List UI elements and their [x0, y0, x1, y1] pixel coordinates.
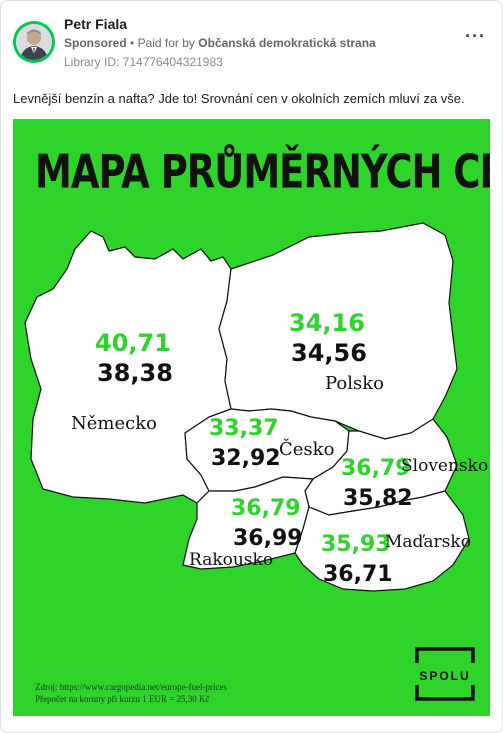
- price-map: 40,71 38,38 Německo 34,16 34,56 Polsko 3…: [24, 222, 488, 592]
- country-label-czechia: Česko: [279, 437, 334, 460]
- price-black-poland: 34,56: [291, 339, 367, 367]
- post-header: Petr Fiala Sponsored • Paid for by Občan…: [13, 13, 490, 73]
- country-label-austria: Rakousko: [189, 550, 273, 570]
- paid-for-by-link[interactable]: Občanská demokratická strana: [198, 36, 376, 50]
- avatar[interactable]: [13, 21, 55, 63]
- avatar-image: [16, 24, 52, 60]
- spolu-logo-frame: [415, 647, 475, 701]
- price-black-czechia: 32,92: [211, 446, 281, 471]
- sponsor-line: Sponsored • Paid for by Občanská demokra…: [64, 36, 376, 50]
- country-label-poland: Polsko: [325, 373, 384, 394]
- spolu-logo: SPOLU: [415, 647, 475, 701]
- author-name[interactable]: Petr Fiala: [64, 16, 128, 32]
- ad-creative-image[interactable]: MAPA PRŮMĚRNÝCH CEN PHM 40,71 38,38 Něme…: [13, 119, 490, 716]
- price-black-slovakia: 35,82: [343, 486, 413, 511]
- price-black-hungary: 36,71: [323, 562, 393, 587]
- country-label-slovakia: Slovensko: [401, 456, 488, 476]
- country-label-germany: Německo: [71, 413, 157, 434]
- creative-title: MAPA PRŮMĚRNÝCH CEN PHM: [35, 145, 490, 199]
- price-black-germany: 38,38: [97, 359, 173, 387]
- paid-for-prefix: Paid for by: [137, 36, 195, 50]
- price-green-czechia: 33,37: [209, 416, 279, 441]
- more-options-icon[interactable]: ···: [465, 26, 486, 46]
- price-green-poland: 34,16: [289, 309, 365, 337]
- spolu-logo-text: SPOLU: [419, 669, 471, 683]
- price-black-austria: 36,99: [233, 526, 303, 551]
- map-hungary: [294, 490, 470, 592]
- meta-separator: •: [130, 36, 135, 50]
- sponsored-label: Sponsored: [64, 36, 127, 50]
- library-id: Library ID: 714776404321983: [64, 55, 223, 69]
- post-text: Levnější benzín a nafta? Jde to! Srovnán…: [13, 91, 465, 106]
- price-green-slovakia: 36,79: [341, 456, 411, 481]
- price-green-germany: 40,71: [95, 329, 171, 357]
- country-label-hungary: Maďarsko: [385, 532, 471, 552]
- price-green-austria: 36,79: [231, 496, 301, 521]
- source-note: Zdroj: https://www.cargopedia.net/europe…: [35, 681, 227, 705]
- source-line-1: Zdroj: https://www.cargopedia.net/europe…: [35, 682, 227, 692]
- price-green-hungary: 35,93: [321, 532, 391, 557]
- source-line-2: Přepočet na koruny při kurzu 1 EUR = 25,…: [35, 694, 210, 704]
